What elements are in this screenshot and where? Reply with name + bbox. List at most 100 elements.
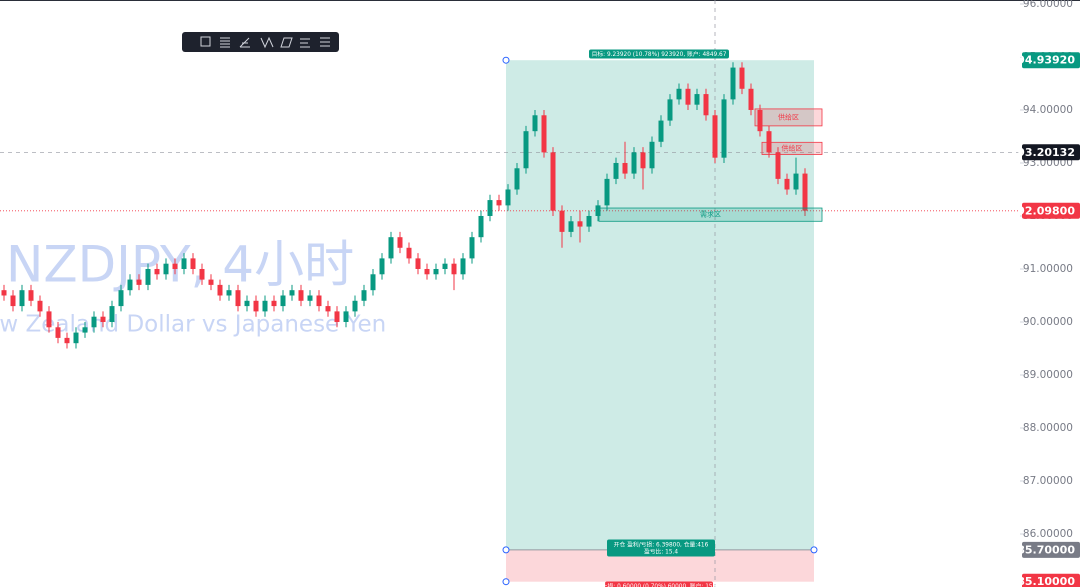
candle-body xyxy=(298,290,304,301)
candle-body xyxy=(388,237,394,259)
candle-body xyxy=(586,215,592,227)
candle-body xyxy=(262,300,268,312)
candle-body xyxy=(739,67,745,89)
candle-body xyxy=(343,311,349,322)
candle-body xyxy=(226,290,232,296)
candle-body xyxy=(163,263,169,275)
candle-body xyxy=(748,88,754,110)
zone xyxy=(598,207,823,222)
candle-body xyxy=(577,221,583,227)
candle-body xyxy=(451,263,457,275)
candle-body xyxy=(307,295,313,301)
candle-body xyxy=(541,115,547,153)
target-label-bg xyxy=(589,49,729,59)
price-badge xyxy=(1022,52,1080,69)
candle-body xyxy=(73,332,79,344)
candle-body xyxy=(532,115,538,132)
candle-body xyxy=(244,300,250,307)
tool-angle[interactable] xyxy=(239,37,250,48)
candle-body xyxy=(442,263,448,269)
candle-body xyxy=(172,263,178,269)
y-tick-label: 87.00000 xyxy=(1023,475,1073,487)
candle-body xyxy=(280,295,286,307)
price-badge-label: 85.10000 xyxy=(1017,575,1075,587)
candle-body xyxy=(91,316,97,328)
tool-shape[interactable] xyxy=(280,37,293,48)
candle-body xyxy=(325,306,331,312)
handle xyxy=(810,546,818,554)
tool-rect[interactable] xyxy=(200,36,211,47)
ratio-label: 盈亏比: 15.4 xyxy=(644,548,678,556)
y-tick-label: 89.00000 xyxy=(1023,369,1073,381)
y-tick-label: 96.00000 xyxy=(1023,0,1073,10)
candle-body xyxy=(271,300,277,307)
candle-body xyxy=(514,168,520,190)
candle-body xyxy=(415,258,421,269)
candle-body xyxy=(487,200,493,216)
candle-body xyxy=(136,279,142,285)
stop-label: 止损: 0.60000 (0.70%) 60000, 账户: 156 xyxy=(602,582,717,587)
candle-body xyxy=(721,99,727,158)
zone xyxy=(761,141,823,155)
price-badge-label: 94.93920 xyxy=(1017,54,1075,67)
candle-body xyxy=(667,99,673,121)
profit-zone xyxy=(506,60,814,550)
candle-body xyxy=(109,306,115,322)
tool-pattern[interactable] xyxy=(260,36,274,49)
stop-label-bg xyxy=(605,581,713,587)
candle-body xyxy=(775,152,781,179)
handle xyxy=(502,56,510,64)
candle-body xyxy=(793,173,799,190)
candle-body xyxy=(631,152,637,174)
candle-body xyxy=(496,200,502,206)
candle-body xyxy=(397,237,403,248)
candle-body xyxy=(406,247,412,259)
candle-body xyxy=(559,210,565,232)
candle-body xyxy=(100,316,106,322)
toolbar xyxy=(182,32,339,52)
tool-fib[interactable] xyxy=(220,37,230,48)
candle-body xyxy=(604,178,610,206)
toolbar-bg xyxy=(182,32,339,52)
candle-body xyxy=(352,300,358,312)
candle-body xyxy=(289,290,295,296)
candle-body xyxy=(676,88,682,100)
candle-body xyxy=(685,88,691,105)
candle-body xyxy=(460,258,466,275)
candle-body xyxy=(361,290,367,301)
y-tick-label: 94.00000 xyxy=(1023,104,1073,116)
candle-body xyxy=(334,311,340,322)
candle-body xyxy=(19,290,25,307)
candle-body xyxy=(316,295,322,307)
candle-body xyxy=(505,189,511,206)
candle-body xyxy=(190,258,196,269)
candle-body xyxy=(37,300,43,312)
candle-body xyxy=(766,131,772,153)
entry-label-bg xyxy=(607,539,715,557)
candle-body xyxy=(28,290,34,301)
watermark-title: NZDJPY, 4小时 xyxy=(6,236,354,294)
zone xyxy=(754,108,823,127)
candle-body xyxy=(1,290,7,296)
candle-body xyxy=(613,162,619,179)
candle-body xyxy=(469,237,475,259)
price-badge xyxy=(1022,541,1080,558)
candle-body xyxy=(550,152,556,211)
candle-body xyxy=(703,94,709,116)
candle-body xyxy=(622,162,628,174)
candle-body xyxy=(208,279,214,285)
price-badge-label: 92.09800 xyxy=(1017,204,1075,217)
candle-body xyxy=(694,94,700,105)
y-tick-label: 91.00000 xyxy=(1023,263,1073,275)
candle-body xyxy=(658,120,664,142)
tool-settings[interactable] xyxy=(320,37,330,47)
candle-body xyxy=(379,258,385,275)
candle-body xyxy=(595,205,601,216)
y-tick-label: 86.00000 xyxy=(1023,528,1073,540)
y-tick-label: 90.00000 xyxy=(1023,316,1073,328)
candle-body xyxy=(730,67,736,100)
tool-position[interactable] xyxy=(300,38,310,48)
candle-body xyxy=(46,311,52,328)
candle-body xyxy=(154,268,160,275)
